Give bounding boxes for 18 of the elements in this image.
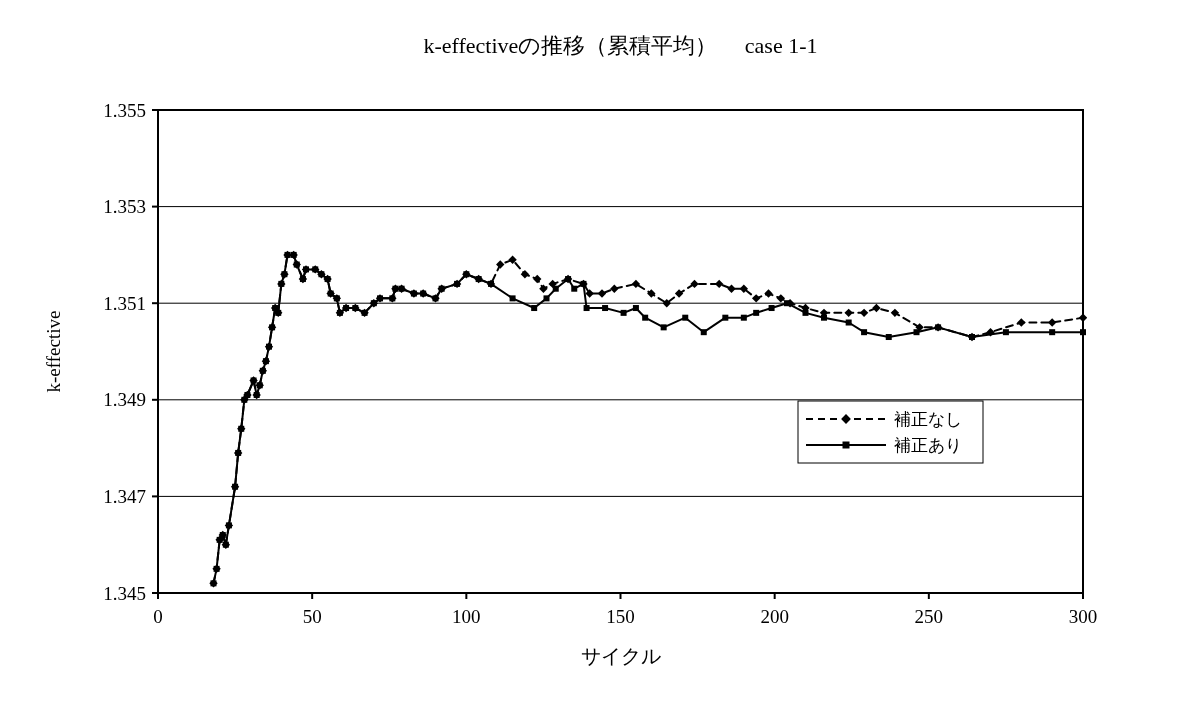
y-tick-label: 1.351 [103,292,146,314]
y-tick-label: 1.353 [103,196,146,218]
x-tick-label: 150 [606,606,635,627]
y-tick-label: 1.347 [103,486,146,508]
y-axis-title: k-effective [43,310,64,393]
legend-label: 補正なし [894,408,962,429]
x-axis-title: サイクル [580,645,661,667]
x-tick-label: 100 [452,606,481,627]
legend-label: 補正あり [894,434,962,455]
x-tick-label: 0 [153,606,163,627]
y-tick-label: 1.349 [103,389,146,411]
x-tick-label: 250 [914,606,944,627]
x-tick-label: 50 [302,606,322,627]
x-tick-label: 200 [760,606,789,627]
chart-title: k-effectiveの推移（累積平均） case 1-1 [423,33,818,58]
x-tick-label: 300 [1068,606,1098,627]
y-tick-label: 1.355 [103,99,146,121]
y-tick-label: 1.345 [103,582,146,604]
